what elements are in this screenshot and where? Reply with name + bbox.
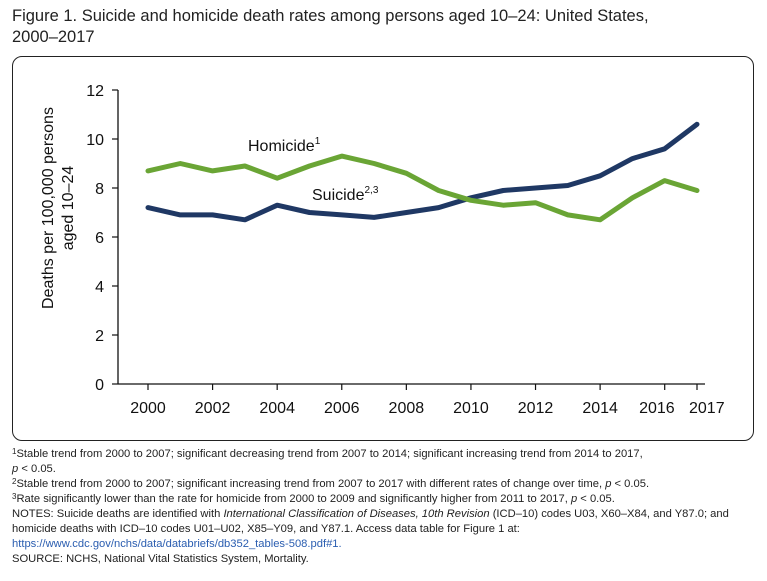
chart-frame: [12, 56, 754, 441]
x-tick-label: 2004: [259, 400, 295, 417]
x-tick-label: 2006: [324, 400, 360, 417]
y-tick-label: 0: [95, 377, 104, 394]
footnote-2-end: < 0.05.: [611, 478, 650, 490]
footnote-1-end: < 0.05.: [18, 463, 56, 475]
y-ticks: 0 2 4 6 8 10 12: [86, 83, 118, 394]
suicide-series-line: [145, 153, 700, 223]
series-group: [145, 121, 700, 223]
footnote-2: 2Stable trend from 2000 to 2007; signifi…: [12, 477, 757, 492]
source-line: SOURCE: NCHS, National Vital Statistics …: [12, 553, 309, 565]
footnote-1: 1Stable trend from 2000 to 2007; signifi…: [12, 447, 757, 477]
footnote-2-p: p: [605, 478, 612, 490]
suicide-label-text: Suicide: [312, 187, 365, 204]
footnote-3-p: p: [570, 493, 578, 505]
footnotes: 1Stable trend from 2000 to 2007; signifi…: [12, 447, 757, 567]
data-table-link[interactable]: https://www.cdc.gov/nchs/data/databriefs…: [12, 538, 342, 550]
x-tick-label: 2014: [582, 400, 618, 417]
y-axis-label: Deaths per 100,000 persons aged 10–24: [40, 107, 77, 309]
y-tick-label: 4: [95, 279, 104, 296]
notes-paragraph: NOTES: Suicide deaths are identified wit…: [12, 507, 757, 552]
footnote-1-marker: 1: [12, 447, 17, 456]
x-tick-label: 2010: [453, 400, 489, 417]
footnote-3-end: < 0.05.: [577, 493, 615, 505]
footnote-3: 3Rate significantly lower than the rate …: [12, 492, 757, 507]
footnote-2-text: Stable trend from 2000 to 2007; signific…: [16, 478, 606, 490]
y-tick-label: 6: [95, 230, 104, 247]
footnote-1-text: Stable trend from 2000 to 2007; signific…: [16, 448, 643, 460]
notes-text-a: NOTES: Suicide deaths are identified wit…: [12, 508, 224, 520]
y-tick-label: 2: [95, 328, 104, 345]
footnote-2-marker: 2: [12, 477, 17, 486]
y-tick-label: 10: [86, 132, 104, 149]
homicide-series-line: [145, 121, 700, 223]
figure-title-line-2: 2000–2017: [12, 28, 95, 46]
x-ticks: 2000 2002 2004 2006 2008 2010 2012 2014 2016 2017: [130, 384, 725, 417]
homicide-label-sup: 1: [315, 136, 321, 147]
y-axis-label-line-1: Deaths per 100,000 persons: [40, 107, 57, 309]
y-tick-label: 8: [95, 181, 104, 198]
axes: [117, 90, 705, 385]
footnote-3-marker: 3: [12, 492, 17, 501]
footnote-3-text: Rate significantly lower than the rate f…: [16, 493, 571, 505]
y-axis-label-line-2: aged 10–24: [60, 166, 77, 251]
y-tick-label: 12: [86, 83, 104, 100]
x-tick-label: 2000: [130, 400, 166, 417]
suicide-series-label: Suicide2,3: [312, 185, 379, 204]
figure-title: Figure 1. Suicide and homicide death rat…: [12, 6, 752, 48]
suicide-label-sup: 2,3: [364, 185, 378, 196]
x-tick-label: 2012: [518, 400, 554, 417]
homicide-series-label: Homicide1: [248, 136, 321, 155]
figure-title-line-1: Figure 1. Suicide and homicide death rat…: [12, 7, 649, 25]
x-tick-label: 2002: [195, 400, 231, 417]
notes-icd-title: International Classification of Diseases…: [223, 508, 490, 520]
footnote-1-p: p: [12, 463, 19, 475]
x-tick-label: 2017: [689, 400, 725, 417]
line-chart: Deaths per 100,000 persons aged 10–24 0 2…: [40, 83, 725, 417]
x-tick-label: 2008: [389, 400, 425, 417]
series-labels: Homicide1 Suicide2,3: [248, 136, 379, 204]
notes-text-b: (ICD–10) codes U03, X60–X84, and Y87.0; …: [12, 508, 729, 535]
x-tick-label: 2016: [639, 400, 675, 417]
homicide-label-text: Homicide: [248, 138, 315, 155]
